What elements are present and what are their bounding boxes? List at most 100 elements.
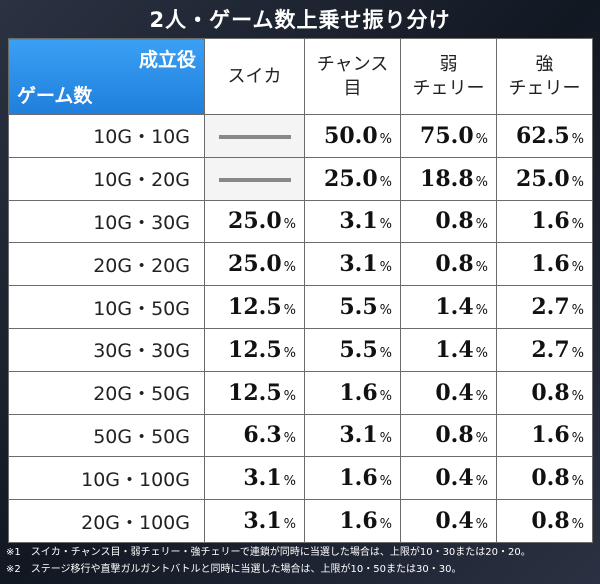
cell-strong-cherry: 25.0% <box>496 156 593 201</box>
table-row: 10G・50G 12.5% 5.5% 1.4% 2.7% <box>8 285 593 329</box>
cell-value: 0.8 <box>435 251 474 278</box>
cell-weak-cherry: 75.0% <box>400 114 497 158</box>
row-label: 50G・50G <box>8 413 205 458</box>
header-corner-role: 成立役 <box>138 49 196 71</box>
percent-sign: % <box>475 260 488 276</box>
percent-sign: % <box>283 474 296 490</box>
table-row: 20G・50G 12.5% 1.6% 0.4% 0.8% <box>8 370 593 415</box>
cell-value: 3.1 <box>243 465 282 492</box>
cell-value: 12.5 <box>228 294 282 321</box>
cell-suika: 12.5% <box>204 327 305 372</box>
table-row: 10G・20G 25.0% 18.8% 25.0% <box>8 156 593 201</box>
percent-sign: % <box>571 474 584 490</box>
row-label: 20G・50G <box>8 370 205 415</box>
percent-sign: % <box>379 474 392 490</box>
cell-value: 1.4 <box>435 294 474 321</box>
percent-sign: % <box>475 217 488 233</box>
percent-sign: % <box>379 345 392 361</box>
percent-sign: % <box>475 517 488 533</box>
cell-value: 50.0 <box>324 122 378 149</box>
cell-value: 0.8 <box>435 208 474 235</box>
page-title: 2人・ゲーム数上乗せ振り分け <box>149 8 451 32</box>
cell-suika-none <box>204 114 305 158</box>
header-corner: 成立役 ゲーム数 <box>8 38 205 115</box>
row-label: 20G・100G <box>8 499 205 543</box>
percent-sign: % <box>379 431 392 447</box>
cell-value: 12.5 <box>228 336 282 363</box>
cell-value: 12.5 <box>228 379 282 406</box>
cell-weak-cherry: 0.8% <box>400 242 497 287</box>
cell-value: 1.6 <box>339 379 378 406</box>
cell-value: 1.4 <box>435 336 474 363</box>
cell-chance: 25.0% <box>304 156 401 201</box>
percent-sign: % <box>475 174 488 190</box>
cell-value: 75.0 <box>420 122 474 149</box>
dash-mark <box>218 177 291 182</box>
cell-strong-cherry: 2.7% <box>496 327 593 372</box>
row-label: 10G・50G <box>8 285 205 329</box>
cell-value: 6.3 <box>243 422 282 449</box>
cell-weak-cherry: 0.8% <box>400 413 497 458</box>
footnote-1: ※1 スイカ・チャンス目・弱チェリー・強チェリーで連鎖が同時に当選した場合は、上… <box>6 547 531 558</box>
cell-suika: 12.5% <box>204 285 305 329</box>
row-label: 10G・100G <box>8 456 205 501</box>
cell-value: 1.6 <box>339 465 378 492</box>
percent-sign: % <box>283 388 296 404</box>
percent-sign: % <box>475 345 488 361</box>
cell-weak-cherry: 18.8% <box>400 156 497 201</box>
cell-strong-cherry: 1.6% <box>496 199 593 244</box>
cell-chance: 50.0% <box>304 114 401 158</box>
cell-strong-cherry: 62.5% <box>496 114 593 158</box>
column-header-weak-cherry: 弱チェリー <box>400 38 497 115</box>
cell-chance: 5.5% <box>304 285 401 329</box>
cell-weak-cherry: 0.4% <box>400 499 497 543</box>
cell-value: 1.6 <box>531 208 570 235</box>
footnote-2: ※2 ステージ移行や直撃ガルガントバトルと同時に当選した場合は、上限が10・50… <box>6 564 462 575</box>
row-label: 30G・30G <box>8 327 205 372</box>
percent-sign: % <box>571 517 584 533</box>
header-corner-games: ゲーム数 <box>17 85 93 107</box>
cell-value: 62.5 <box>516 122 570 149</box>
percent-sign: % <box>379 174 392 190</box>
cell-value: 3.1 <box>243 508 282 535</box>
percent-sign: % <box>475 474 488 490</box>
percent-sign: % <box>379 131 392 147</box>
cell-strong-cherry: 2.7% <box>496 285 593 329</box>
column-header-chance: チャンス目 <box>304 38 401 115</box>
percent-sign: % <box>571 131 584 147</box>
percent-sign: % <box>571 345 584 361</box>
percent-sign: % <box>571 303 584 319</box>
percent-sign: % <box>571 217 584 233</box>
cell-chance: 1.6% <box>304 499 401 543</box>
percent-sign: % <box>283 303 296 319</box>
cell-weak-cherry: 0.8% <box>400 199 497 244</box>
cell-value: 0.8 <box>531 508 570 535</box>
row-label: 20G・20G <box>8 242 205 287</box>
cell-chance: 1.6% <box>304 456 401 501</box>
cell-value: 25.0 <box>228 208 282 235</box>
percent-sign: % <box>379 388 392 404</box>
cell-weak-cherry: 1.4% <box>400 327 497 372</box>
percent-sign: % <box>475 388 488 404</box>
row-label: 10G・20G <box>8 156 205 201</box>
percent-sign: % <box>283 517 296 533</box>
cell-strong-cherry: 0.8% <box>496 370 593 415</box>
header-row: 成立役 ゲーム数 スイカ チャンス目 弱チェリー 強チェリー <box>8 38 593 115</box>
percent-sign: % <box>283 260 296 276</box>
cell-value: 1.6 <box>531 422 570 449</box>
cell-value: 0.8 <box>531 379 570 406</box>
table-row: 30G・30G 12.5% 5.5% 1.4% 2.7% <box>8 327 593 372</box>
percent-sign: % <box>379 217 392 233</box>
table-row: 10G・100G 3.1% 1.6% 0.4% 0.8% <box>8 456 593 501</box>
cell-value: 25.0 <box>324 165 378 192</box>
cell-value: 0.4 <box>435 508 474 535</box>
cell-value: 2.7 <box>531 336 570 363</box>
percent-sign: % <box>571 388 584 404</box>
cell-strong-cherry: 1.6% <box>496 242 593 287</box>
percent-sign: % <box>475 303 488 319</box>
cell-strong-cherry: 1.6% <box>496 413 593 458</box>
percent-sign: % <box>283 217 296 233</box>
table-row: 50G・50G 6.3% 3.1% 0.8% 1.6% <box>8 413 593 458</box>
cell-value: 0.4 <box>435 379 474 406</box>
cell-weak-cherry: 0.4% <box>400 456 497 501</box>
